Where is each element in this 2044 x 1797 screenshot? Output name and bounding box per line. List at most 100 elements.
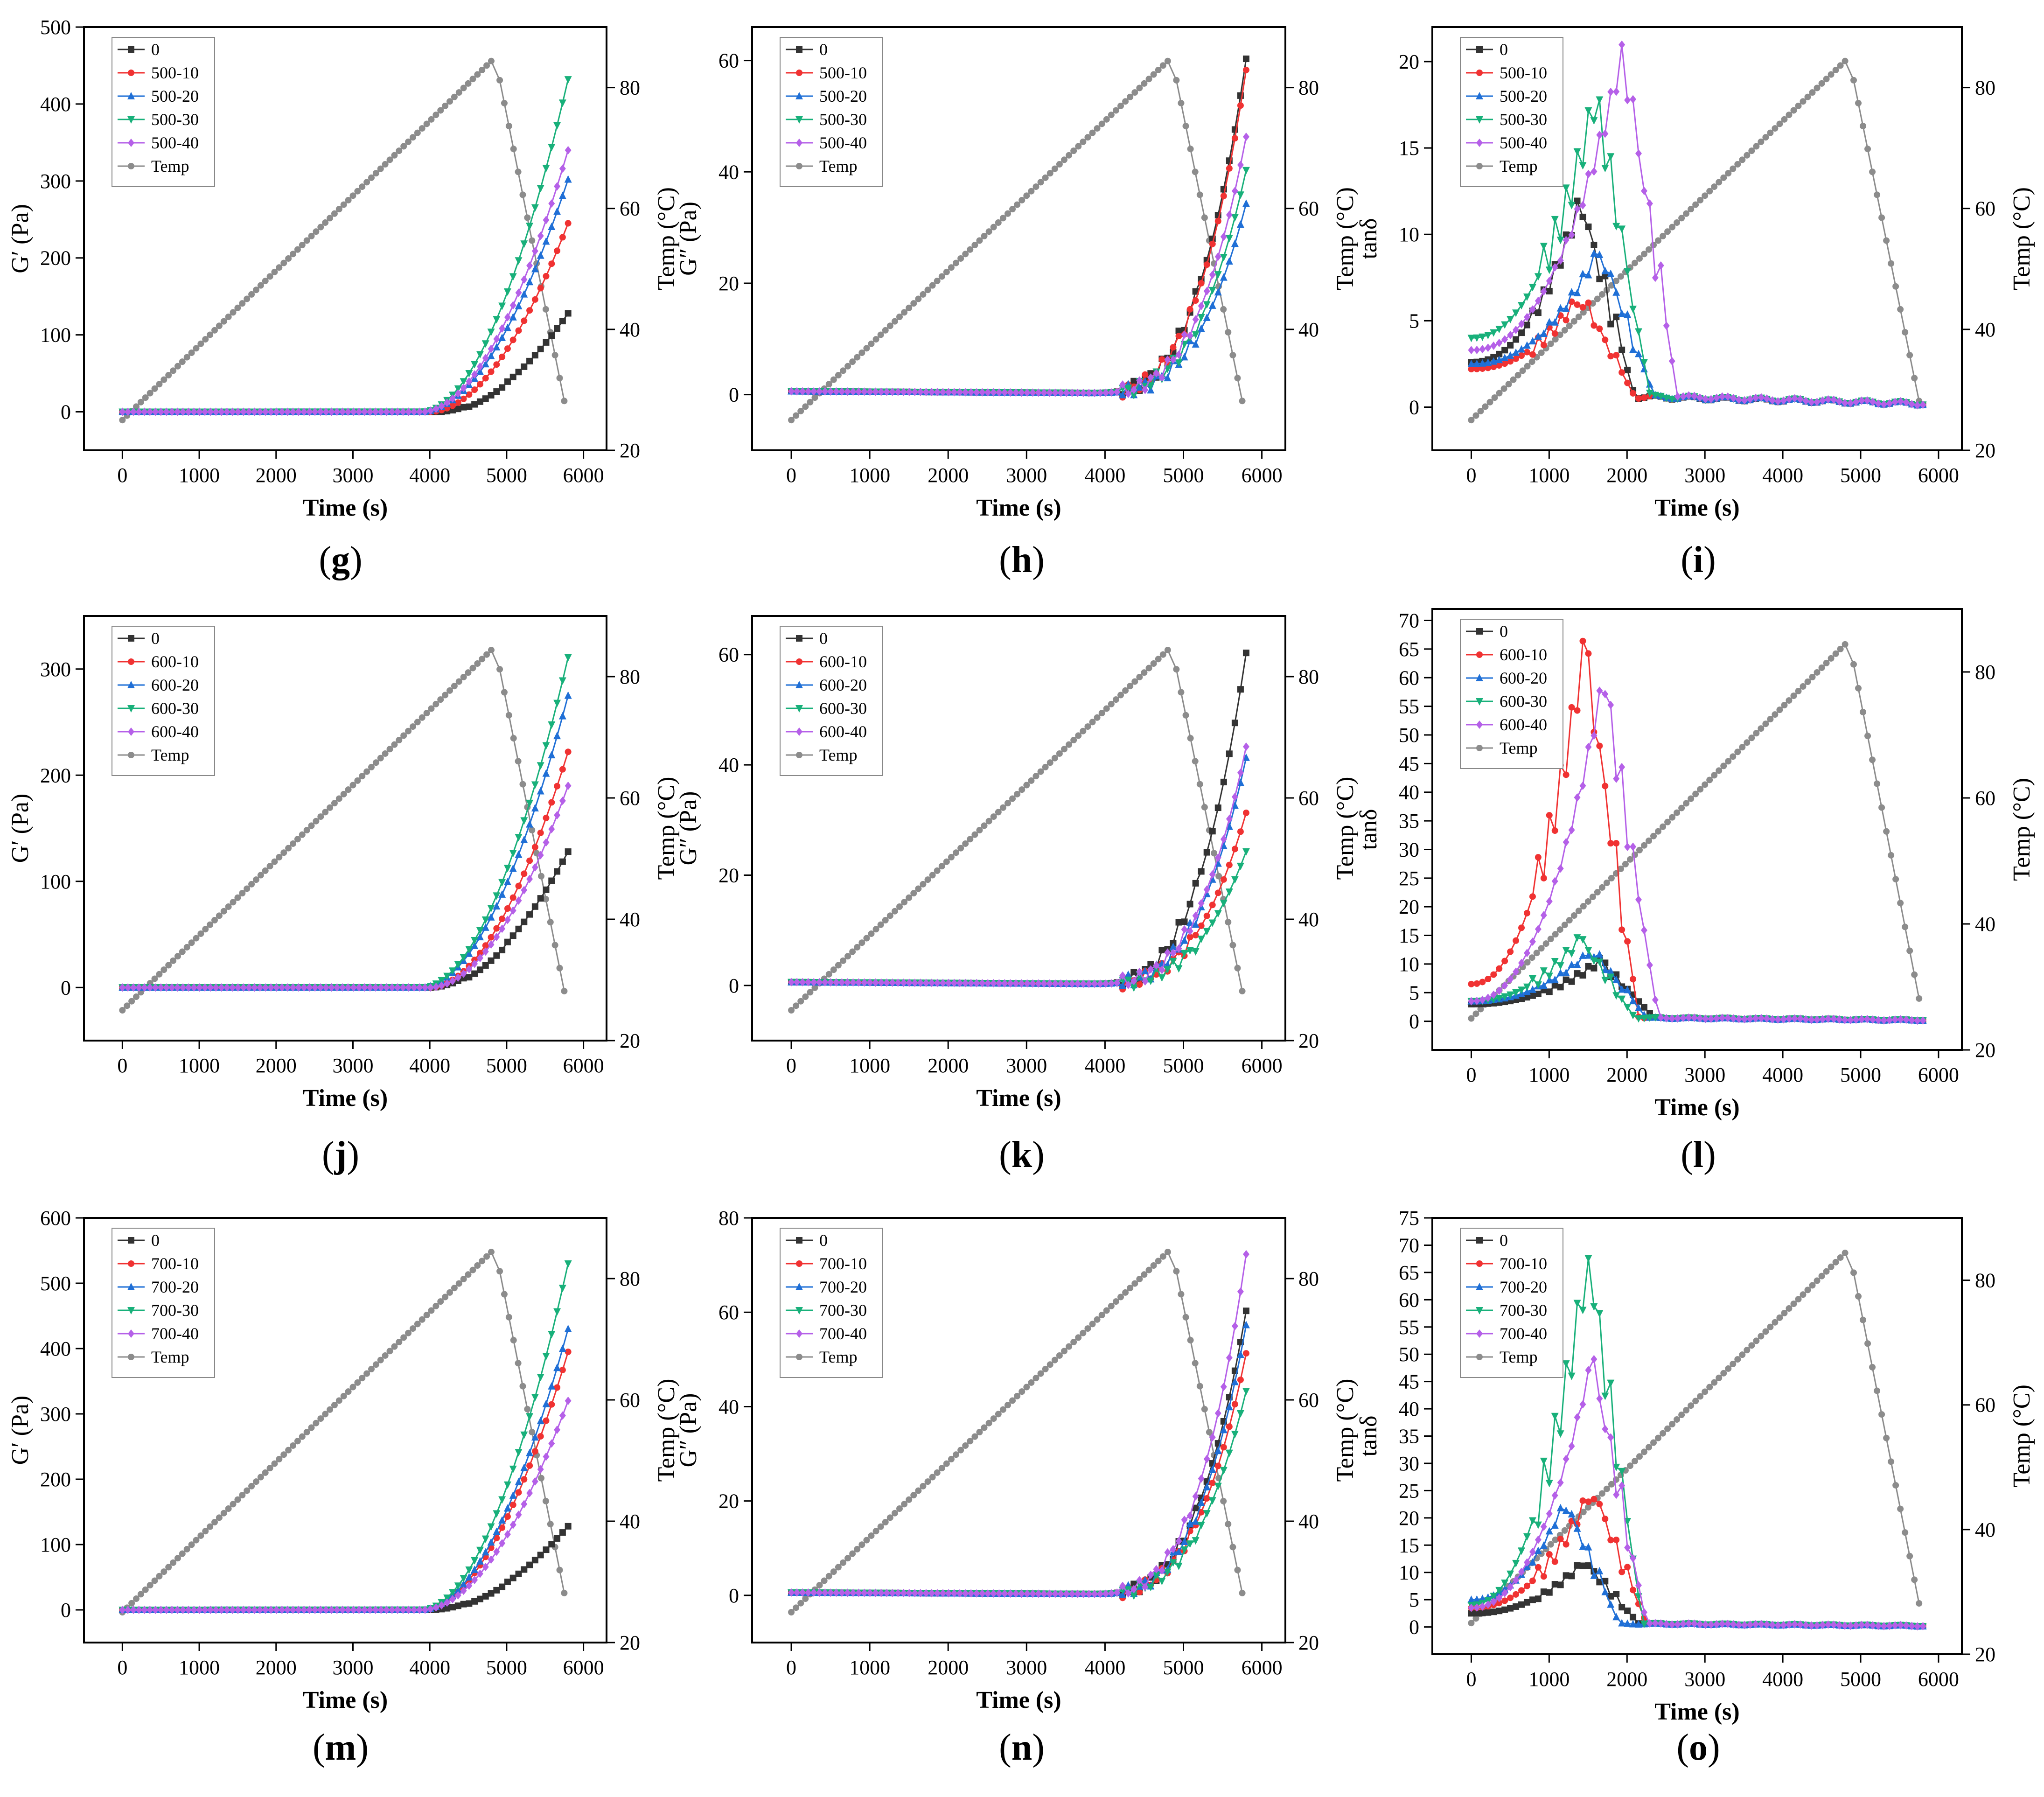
point-temp — [1706, 776, 1713, 783]
point-600-10 — [1479, 979, 1486, 986]
point-temp — [1758, 1333, 1765, 1340]
point-500-10 — [1186, 306, 1193, 313]
y2-tick-label: 60 — [620, 1389, 640, 1412]
point-500-40 — [454, 389, 461, 398]
point-700-40 — [454, 1591, 461, 1600]
y2-tick-label: 40 — [1298, 908, 1319, 931]
point-temp — [1239, 1589, 1246, 1596]
point-700-40 — [861, 1588, 868, 1597]
point-500-40 — [300, 407, 307, 416]
point-temp — [1669, 814, 1676, 821]
point-temp — [340, 201, 347, 208]
point-temp — [377, 1356, 384, 1363]
point-0 — [1579, 972, 1586, 979]
point-600-30 — [1175, 965, 1183, 973]
point-temp — [349, 192, 356, 199]
point-700-40 — [405, 1605, 412, 1614]
point-temp — [1141, 669, 1148, 676]
point-0 — [521, 363, 528, 370]
x-tick-label: 6000 — [1918, 1668, 1959, 1691]
point-temp — [1075, 143, 1082, 150]
point-600-30 — [509, 850, 517, 858]
point-temp — [901, 899, 908, 906]
y2-tick-label: 80 — [1298, 665, 1319, 688]
point-temp — [1641, 251, 1647, 258]
point-700-40 — [894, 1588, 901, 1597]
point-temp — [1505, 381, 1512, 388]
point-600-30 — [553, 699, 561, 707]
point-temp — [202, 926, 209, 933]
point-0 — [554, 868, 561, 875]
point-0 — [537, 1552, 544, 1559]
point-temp — [1098, 120, 1105, 127]
point-temp — [1192, 1360, 1199, 1367]
point-700-40 — [1153, 1565, 1160, 1573]
point-500-40 — [1485, 343, 1492, 352]
point-0 — [493, 1587, 500, 1594]
point-0 — [1523, 994, 1530, 1001]
point-temp — [216, 912, 223, 919]
point-500-30 — [1534, 273, 1542, 281]
point-500-10 — [1540, 342, 1547, 349]
point-500-40 — [1540, 287, 1547, 296]
point-600-40 — [185, 983, 192, 992]
point-600-40 — [141, 983, 148, 992]
legend-label: 600-10 — [1500, 645, 1547, 664]
point-temp — [844, 1555, 851, 1562]
point-500-40 — [554, 182, 561, 191]
point-temp — [1655, 828, 1662, 835]
point-600-20 — [1618, 985, 1626, 993]
point-temp — [1239, 398, 1246, 405]
legend-label: 600-20 — [151, 676, 199, 694]
point-temp — [1874, 1387, 1881, 1394]
legend-marker — [127, 116, 135, 124]
point-temp — [1206, 1429, 1213, 1436]
point-temp — [220, 318, 227, 325]
point-700-40 — [295, 1605, 302, 1614]
point-0 — [1507, 342, 1514, 349]
point-0 — [1585, 963, 1592, 970]
point-0 — [1591, 965, 1598, 972]
point-600-40 — [146, 983, 153, 992]
point-0 — [476, 1595, 483, 1602]
point-500-30 — [1236, 191, 1244, 199]
point-500-30 — [493, 316, 501, 324]
point-700-10 — [548, 1401, 555, 1408]
legend-label: 500-40 — [819, 133, 867, 152]
point-temp — [981, 232, 988, 239]
point-temp — [538, 873, 544, 880]
point-700-40 — [1085, 1589, 1092, 1598]
point-600-40 — [499, 924, 506, 933]
point-temp — [788, 1007, 795, 1014]
point-700-30 — [1495, 1587, 1503, 1594]
point-0 — [493, 952, 500, 959]
point-0 — [1518, 1601, 1525, 1608]
point-600-30 — [1507, 991, 1514, 999]
point-600-40 — [1220, 835, 1227, 844]
point-600-10 — [1186, 934, 1193, 941]
point-700-30 — [1551, 1412, 1559, 1420]
point-500-40 — [444, 399, 451, 407]
point-700-30 — [1534, 1521, 1542, 1529]
point-500-40 — [361, 407, 368, 416]
point-700-30 — [1518, 1547, 1526, 1555]
point-500-20 — [1136, 383, 1144, 391]
point-0 — [1523, 322, 1530, 329]
point-600-40 — [1730, 1014, 1737, 1023]
y-tick-label: 15 — [1399, 137, 1419, 160]
point-500-40 — [799, 387, 806, 396]
point-700-30 — [564, 1260, 572, 1268]
point-600-10 — [1551, 827, 1558, 834]
point-600-40 — [1903, 1015, 1910, 1024]
point-700-40 — [262, 1605, 269, 1614]
chart-h: 0 1000 2000 3000 4000 5000 60000204060406080Ti… — [675, 26, 1359, 521]
point-temp — [1575, 908, 1582, 915]
legend-marker — [796, 727, 802, 736]
point-temp — [488, 647, 495, 654]
point-temp — [474, 660, 481, 667]
legend-label: 700-30 — [151, 1301, 199, 1320]
point-temp — [391, 1343, 398, 1350]
point-500-40 — [1607, 87, 1614, 96]
point-temp — [844, 363, 851, 370]
point-600-10 — [1203, 912, 1210, 919]
